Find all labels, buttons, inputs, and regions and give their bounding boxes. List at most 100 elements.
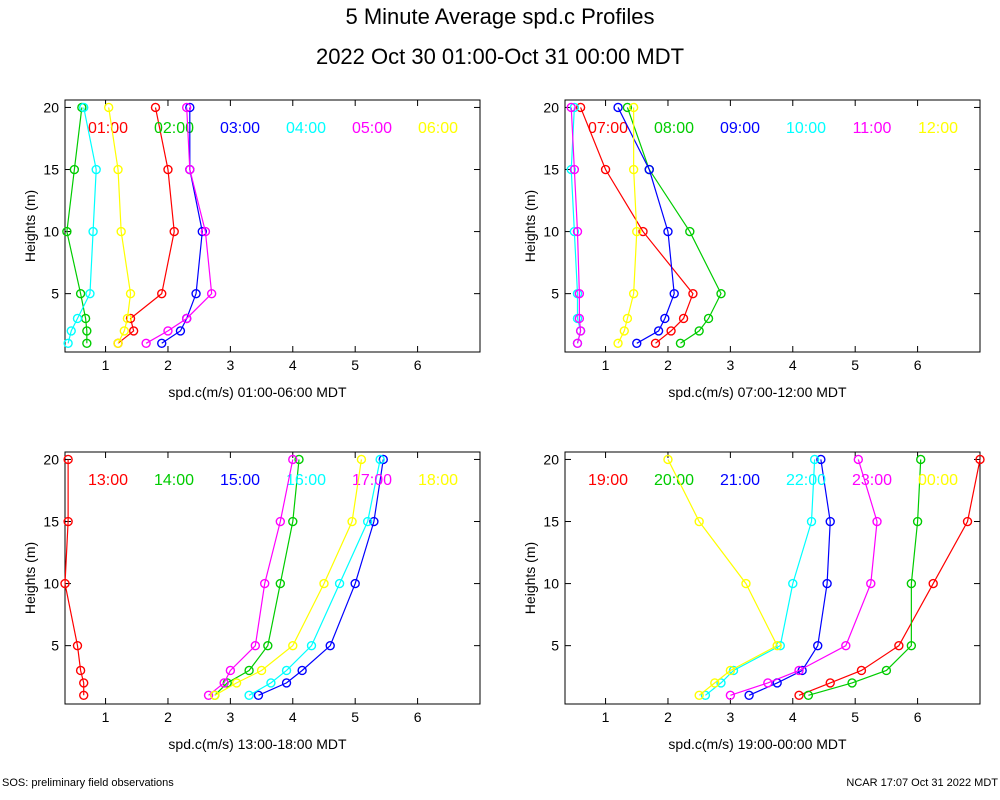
- legend-entry-10:00: 10:00: [786, 120, 826, 137]
- data-point: [572, 338, 583, 349]
- data-point: [288, 640, 298, 651]
- series-line-11:00: [570, 107, 582, 344]
- data-point: [231, 678, 242, 688]
- y-axis-label: Heights (m): [22, 542, 38, 614]
- y-tick-label: 10: [543, 576, 559, 592]
- x-tick-label: 2: [164, 357, 172, 373]
- x-tick-label: 3: [726, 357, 734, 373]
- x-tick-label: 5: [351, 357, 359, 373]
- data-point: [210, 690, 220, 701]
- data-point: [266, 678, 276, 688]
- x-tick-label: 2: [664, 357, 672, 373]
- legend-entry-12:00: 12:00: [918, 120, 958, 137]
- data-point: [632, 338, 642, 349]
- data-point: [650, 338, 661, 349]
- x-tick-label: 4: [789, 357, 797, 373]
- x-tick-label: 1: [602, 357, 610, 373]
- data-point: [763, 678, 773, 688]
- data-point: [91, 164, 101, 175]
- data-point: [788, 578, 798, 589]
- legend-entry-13:00: 13:00: [88, 472, 128, 489]
- data-point: [72, 313, 83, 324]
- y-tick-label: 5: [51, 638, 59, 654]
- data-point: [350, 578, 360, 589]
- y-tick-label: 15: [543, 514, 559, 530]
- y-tick-label: 15: [43, 162, 59, 178]
- series-line-20:00: [808, 459, 922, 696]
- y-tick-label: 20: [43, 99, 59, 115]
- series-line-09:00: [617, 107, 675, 344]
- data-point: [225, 665, 236, 676]
- data-point: [725, 665, 736, 676]
- data-point: [79, 690, 89, 701]
- data-point: [197, 226, 207, 237]
- x-tick-label: 6: [914, 709, 922, 725]
- data-point: [912, 516, 923, 527]
- data-point: [872, 516, 882, 527]
- data-point: [256, 665, 267, 676]
- data-point: [275, 516, 286, 527]
- data-point: [725, 690, 736, 701]
- data-point: [75, 665, 86, 676]
- legend-entry-09:00: 09:00: [720, 120, 760, 137]
- data-point: [259, 578, 270, 589]
- data-point: [809, 454, 820, 465]
- data-point: [847, 678, 857, 688]
- x-tick-label: 5: [851, 709, 859, 725]
- data-point: [281, 665, 292, 676]
- series-line-08:00: [626, 107, 722, 344]
- data-point: [822, 578, 832, 589]
- data-point: [244, 690, 254, 701]
- data-point: [572, 226, 583, 237]
- data-point: [906, 640, 917, 651]
- data-point: [157, 288, 167, 299]
- data-point: [694, 690, 704, 701]
- legend-entry-00:00: 00:00: [918, 472, 958, 489]
- series-line-15:00: [258, 459, 384, 696]
- data-point: [569, 226, 580, 237]
- plot-frame: [64, 451, 481, 705]
- series-line-12:00: [617, 107, 638, 344]
- data-point: [119, 326, 129, 336]
- data-point: [75, 288, 86, 299]
- data-point: [116, 226, 126, 237]
- data-point: [113, 164, 123, 175]
- legend-entry-16:00: 16:00: [286, 472, 326, 489]
- data-point: [297, 665, 307, 676]
- data-point: [853, 454, 864, 465]
- chart-title: 5 Minute Average spd.c Profiles: [345, 4, 655, 29]
- data-point: [881, 665, 892, 676]
- data-point: [79, 678, 89, 688]
- data-point: [60, 578, 70, 589]
- data-point: [63, 516, 73, 527]
- data-point: [841, 640, 851, 651]
- legend-entry-20:00: 20:00: [654, 472, 694, 489]
- x-tick-label: 4: [289, 357, 297, 373]
- data-point: [574, 313, 585, 324]
- data-point: [928, 578, 938, 589]
- y-axis-label: Heights (m): [522, 542, 538, 614]
- x-tick-label: 6: [414, 357, 422, 373]
- x-tick-label: 3: [226, 357, 234, 373]
- data-point: [825, 678, 835, 688]
- data-point: [288, 516, 298, 527]
- data-point: [666, 326, 676, 336]
- series-line-00:00: [667, 459, 778, 696]
- data-point: [72, 640, 83, 651]
- data-point: [169, 226, 179, 237]
- data-point: [163, 326, 173, 336]
- data-point: [856, 665, 867, 676]
- data-point: [244, 665, 254, 676]
- data-point: [141, 338, 151, 349]
- data-point: [700, 690, 711, 701]
- data-point: [632, 226, 642, 237]
- series-line-06:00: [108, 107, 132, 344]
- data-point: [613, 102, 623, 113]
- data-point: [200, 226, 211, 237]
- data-point: [128, 326, 139, 336]
- data-point: [628, 288, 639, 299]
- legend-entry-03:00: 03:00: [220, 120, 260, 137]
- series-line-01:00: [117, 107, 175, 344]
- x-tick-label: 5: [351, 709, 359, 725]
